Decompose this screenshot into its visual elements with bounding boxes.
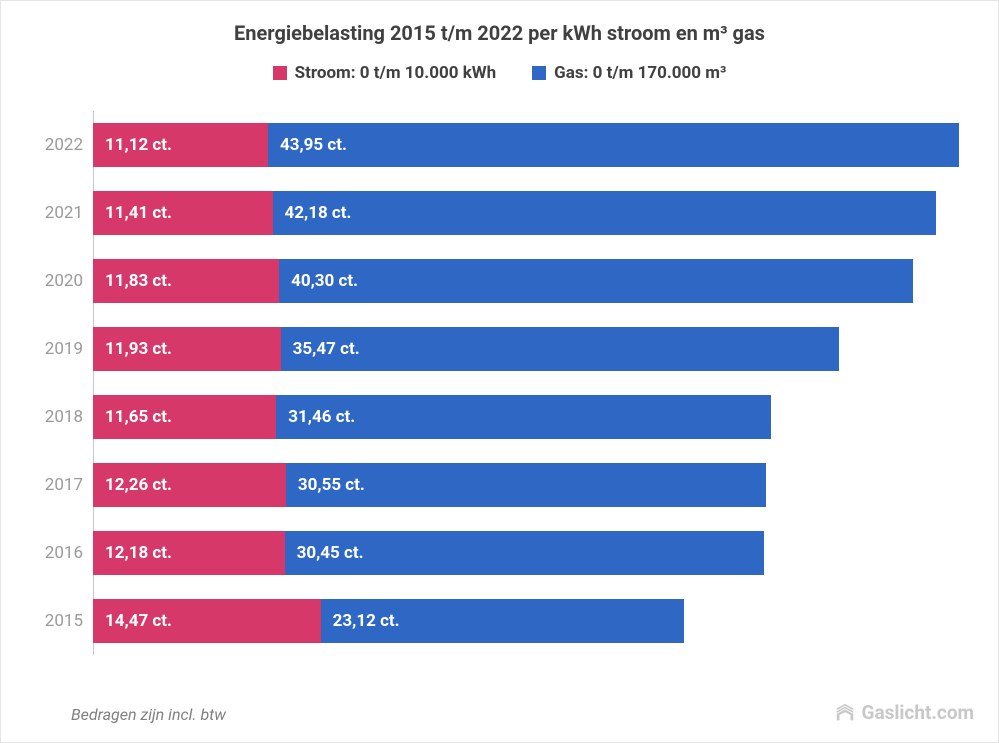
bar-row: 202211,12 ct.43,95 ct. [93,111,974,179]
legend: Stroom: 0 t/m 10.000 kWh Gas: 0 t/m 170.… [25,63,974,83]
gaslicht-logo-icon [834,702,856,724]
bar-gas: 31,46 ct. [276,395,771,439]
bar-gas: 42,18 ct. [273,191,937,235]
chart-container: Energiebelasting 2015 t/m 2022 per kWh s… [0,0,999,743]
bar-row: 202111,41 ct.42,18 ct. [93,179,974,247]
y-axis-label: 2015 [25,611,83,631]
bar-group: 11,93 ct.35,47 ct. [93,327,974,371]
y-axis-label: 2016 [25,543,83,563]
legend-label-gas: Gas: 0 t/m 170.000 m³ [554,63,726,83]
bar-stroom: 12,26 ct. [93,463,286,507]
y-axis-label: 2018 [25,407,83,427]
legend-item-gas: Gas: 0 t/m 170.000 m³ [532,63,726,83]
bar-stroom: 11,41 ct. [93,191,273,235]
bar-row: 201811,65 ct.31,46 ct. [93,383,974,451]
bar-stroom: 11,83 ct. [93,259,279,303]
legend-swatch-stroom [273,66,287,80]
chart-title: Energiebelasting 2015 t/m 2022 per kWh s… [25,21,974,45]
y-axis-label: 2020 [25,271,83,291]
bar-stroom: 11,65 ct. [93,395,276,439]
bar-group: 14,47 ct.23,12 ct. [93,599,974,643]
bar-row: 201514,47 ct.23,12 ct. [93,587,974,655]
bar-group: 11,83 ct.40,30 ct. [93,259,974,303]
legend-swatch-gas [532,66,546,80]
chart-footer: Bedragen zijn incl. btw Gaslicht.com [71,701,974,724]
bar-stroom: 11,93 ct. [93,327,281,371]
watermark: Gaslicht.com [834,701,975,724]
y-axis-label: 2022 [25,135,83,155]
bar-gas: 35,47 ct. [281,327,839,371]
plot-area: 202211,12 ct.43,95 ct.202111,41 ct.42,18… [25,111,974,655]
y-axis-label: 2021 [25,203,83,223]
footnote: Bedragen zijn incl. btw [71,705,226,724]
bar-gas: 23,12 ct. [321,599,685,643]
bar-gas: 30,45 ct. [285,531,764,575]
bar-gas: 30,55 ct. [286,463,767,507]
y-axis-label: 2019 [25,339,83,359]
bar-stroom: 12,18 ct. [93,531,285,575]
legend-label-stroom: Stroom: 0 t/m 10.000 kWh [295,63,497,83]
bar-group: 11,12 ct.43,95 ct. [93,123,974,167]
watermark-text: Gaslicht.com [862,701,975,724]
legend-item-stroom: Stroom: 0 t/m 10.000 kWh [273,63,497,83]
y-axis-label: 2017 [25,475,83,495]
bar-row: 201612,18 ct.30,45 ct. [93,519,974,587]
bar-group: 11,41 ct.42,18 ct. [93,191,974,235]
bar-stroom: 14,47 ct. [93,599,321,643]
bar-row: 201911,93 ct.35,47 ct. [93,315,974,383]
bar-gas: 40,30 ct. [279,259,913,303]
bar-group: 12,26 ct.30,55 ct. [93,463,974,507]
bar-rows: 202211,12 ct.43,95 ct.202111,41 ct.42,18… [93,111,974,655]
bar-stroom: 11,12 ct. [93,123,268,167]
bar-group: 11,65 ct.31,46 ct. [93,395,974,439]
bar-row: 201712,26 ct.30,55 ct. [93,451,974,519]
bar-row: 202011,83 ct.40,30 ct. [93,247,974,315]
bar-gas: 43,95 ct. [268,123,959,167]
bar-group: 12,18 ct.30,45 ct. [93,531,974,575]
